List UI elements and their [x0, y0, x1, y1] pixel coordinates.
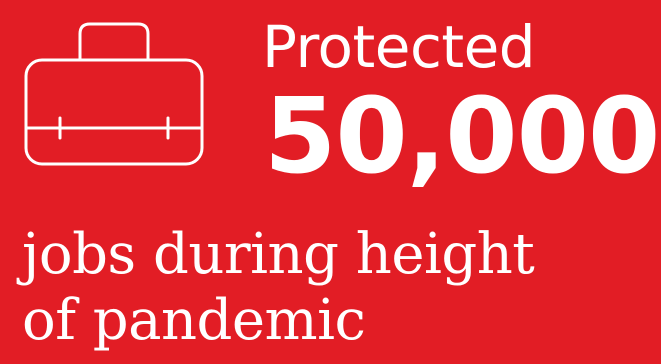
- caption-line-2: of pandemic: [22, 288, 366, 353]
- caption-line-1: jobs during height: [22, 222, 535, 287]
- stat-value: 50,000: [264, 75, 660, 197]
- stat-label: Protected: [262, 13, 536, 81]
- briefcase-icon: [22, 20, 206, 168]
- stat-caption: jobs during height of pandemic: [22, 222, 652, 354]
